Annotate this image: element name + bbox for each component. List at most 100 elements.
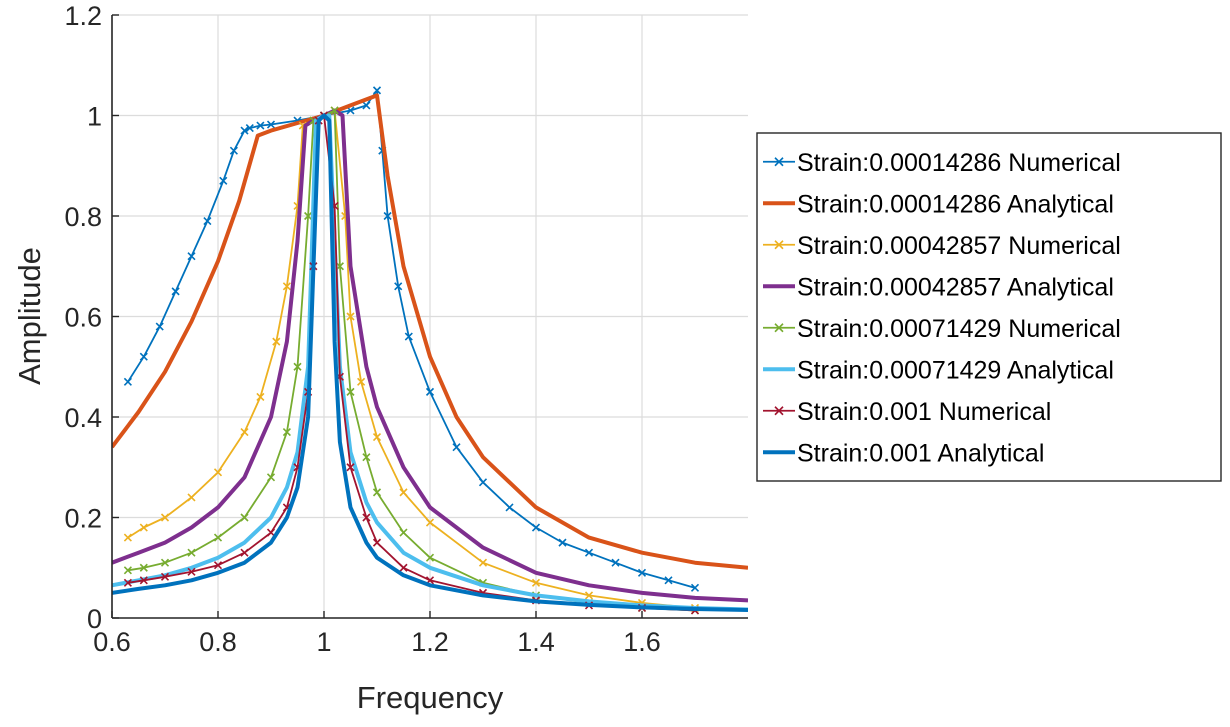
x-tick-label-2: 1 bbox=[316, 627, 331, 657]
data-point-0-6 bbox=[219, 176, 228, 185]
data-point-6-3 bbox=[187, 567, 196, 576]
data-point-2-5 bbox=[240, 428, 249, 437]
data-point-0-20 bbox=[404, 332, 413, 341]
data-point-0-23 bbox=[478, 478, 488, 487]
x-tick-label-4: 1.4 bbox=[517, 627, 555, 657]
legend-item-1: Strain:0.00014286 Analytical bbox=[763, 190, 1114, 218]
data-point-4-0 bbox=[123, 566, 132, 575]
x-tick-label-3: 1.2 bbox=[411, 627, 449, 657]
data-point-0-15 bbox=[362, 101, 371, 110]
data-point-0-10 bbox=[256, 121, 265, 130]
legend-item-5: Strain:0.00071429 Analytical bbox=[763, 356, 1114, 384]
legend-label-4: Strain:0.00071429 Numerical bbox=[797, 315, 1121, 343]
y-tick-label-3: 0.6 bbox=[64, 303, 102, 333]
legend-label-7: Strain:0.001 Analytical bbox=[797, 439, 1044, 467]
data-point-4-8 bbox=[293, 362, 302, 371]
legend-item-7: Strain:0.001 Analytical bbox=[763, 439, 1044, 467]
legend-label-6: Strain:0.001 Numerical bbox=[797, 398, 1051, 426]
data-point-2-19 bbox=[425, 518, 435, 527]
data-point-4-5 bbox=[240, 513, 249, 522]
data-point-4-15 bbox=[362, 453, 371, 462]
data-point-2-15 bbox=[346, 312, 355, 321]
data-point-0-24 bbox=[505, 503, 514, 512]
data-point-0-19 bbox=[394, 282, 403, 291]
data-point-4-7 bbox=[282, 428, 291, 437]
data-point-6-5 bbox=[240, 548, 249, 557]
data-point-4-18 bbox=[425, 553, 435, 562]
data-point-2-3 bbox=[187, 493, 196, 502]
data-point-0-30 bbox=[664, 576, 673, 585]
data-point-0-25 bbox=[531, 523, 541, 532]
data-point-0-9 bbox=[245, 123, 254, 133]
data-point-2-16 bbox=[357, 377, 366, 386]
series-layer bbox=[112, 86, 748, 615]
data-point-2-1 bbox=[139, 523, 148, 532]
data-point-0-29 bbox=[637, 568, 647, 577]
legend-label-0: Strain:0.00014286 Numerical bbox=[797, 149, 1121, 177]
data-point-2-21 bbox=[531, 578, 541, 587]
data-point-2-7 bbox=[272, 337, 281, 346]
data-point-0-26 bbox=[558, 538, 567, 547]
data-point-0-11 bbox=[266, 120, 276, 129]
data-point-0-0 bbox=[123, 377, 132, 386]
y-tick-label-2: 0.4 bbox=[64, 403, 102, 433]
data-point-0-8 bbox=[240, 126, 249, 135]
legend-label-3: Strain:0.00042857 Analytical bbox=[797, 273, 1114, 301]
data-point-6-2 bbox=[160, 572, 170, 581]
data-point-2-22 bbox=[584, 591, 594, 600]
x-tick-label-5: 1.6 bbox=[623, 627, 661, 657]
data-point-2-18 bbox=[399, 488, 408, 497]
data-point-2-4 bbox=[213, 468, 223, 477]
data-point-0-28 bbox=[611, 558, 620, 567]
x-axis-label: Frequency bbox=[357, 680, 504, 715]
legend-item-4: Strain:0.00071429 Numerical bbox=[763, 315, 1121, 343]
y-tick-label-4: 0.8 bbox=[64, 202, 102, 232]
data-point-0-7 bbox=[229, 146, 238, 155]
data-point-4-6 bbox=[266, 473, 276, 482]
data-point-0-2 bbox=[155, 322, 164, 331]
data-point-4-2 bbox=[160, 558, 170, 567]
data-point-0-21 bbox=[425, 387, 435, 396]
legend-marker-4 bbox=[774, 323, 784, 333]
series-1 bbox=[112, 93, 748, 570]
data-point-2-6 bbox=[256, 392, 265, 401]
data-point-4-3 bbox=[187, 548, 196, 557]
data-point-6-16 bbox=[362, 513, 371, 522]
series-line-7 bbox=[112, 113, 748, 612]
data-point-6-15 bbox=[346, 463, 355, 472]
legend: Strain:0.00014286 Numerical Strain:0.0001… bbox=[756, 132, 1222, 482]
data-point-0-3 bbox=[171, 287, 180, 296]
legend-item-3: Strain:0.00042857 Analytical bbox=[763, 273, 1114, 301]
data-point-6-4 bbox=[213, 561, 223, 570]
legend-label-2: Strain:0.00042857 Numerical bbox=[797, 232, 1121, 260]
y-tick-label-5: 1 bbox=[87, 102, 102, 132]
data-point-0-31 bbox=[690, 583, 700, 592]
legend-marker-0 bbox=[774, 157, 784, 167]
data-point-4-9 bbox=[304, 211, 313, 221]
data-point-2-20 bbox=[478, 558, 488, 567]
y-tick-label-6: 1.2 bbox=[64, 1, 102, 31]
series-line-1 bbox=[112, 93, 748, 570]
data-point-2-2 bbox=[160, 513, 170, 522]
data-point-2-17 bbox=[372, 433, 382, 442]
legend-label-1: Strain:0.00014286 Analytical bbox=[797, 190, 1114, 218]
x-tick-label-1: 0.8 bbox=[199, 627, 237, 657]
data-point-4-12 bbox=[330, 106, 339, 115]
legend-item-0: Strain:0.00014286 Numerical bbox=[763, 149, 1121, 177]
data-point-0-27 bbox=[584, 548, 594, 557]
data-point-0-5 bbox=[203, 216, 212, 226]
legend-item-6: Strain:0.001 Numerical bbox=[763, 398, 1051, 426]
data-point-6-1 bbox=[139, 576, 148, 585]
data-point-2-8 bbox=[282, 282, 291, 291]
data-point-6-6 bbox=[266, 528, 276, 537]
data-point-6-0 bbox=[123, 578, 132, 587]
series-7 bbox=[112, 113, 748, 612]
legend-item-2: Strain:0.00042857 Numerical bbox=[763, 232, 1121, 260]
series-line-4 bbox=[127, 109, 696, 612]
legend-box bbox=[756, 132, 1222, 482]
data-point-4-4 bbox=[213, 533, 223, 542]
y-tick-label-1: 0.2 bbox=[64, 504, 102, 534]
data-point-0-18 bbox=[383, 211, 392, 221]
data-point-4-16 bbox=[372, 488, 382, 497]
